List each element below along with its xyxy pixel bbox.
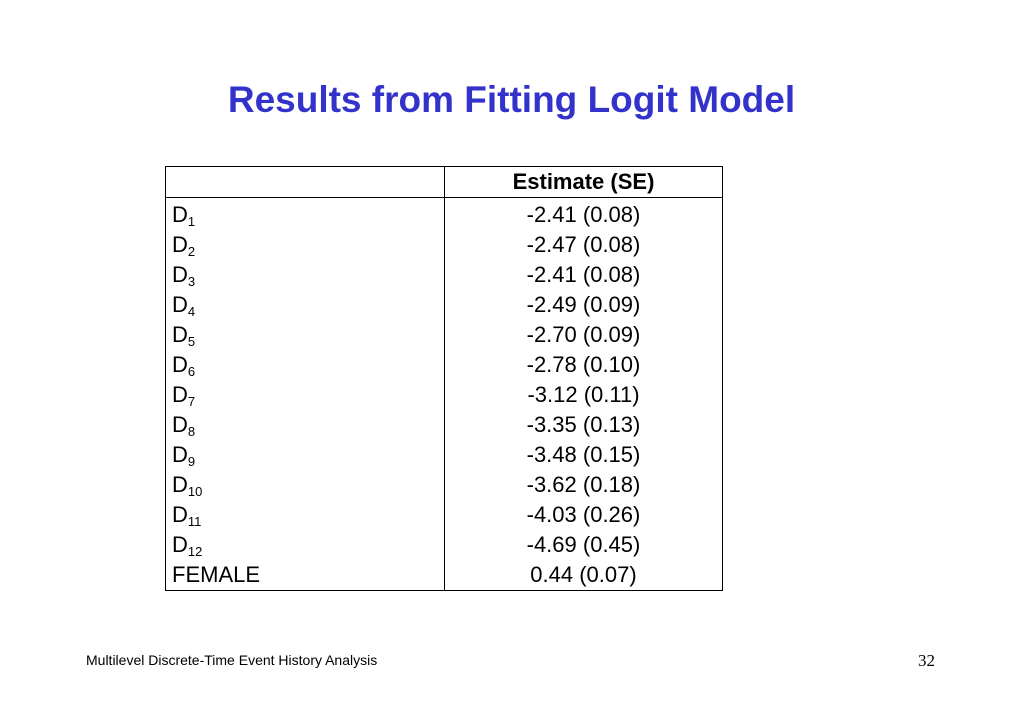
row-estimate: -3.48 (0.15) (444, 440, 723, 470)
table-row: D2 -2.47 (0.08) (165, 230, 723, 260)
header-estimate-cell: Estimate (SE) (444, 166, 723, 198)
row-estimate: 0.44 (0.07) (444, 560, 723, 591)
table-row: D3 -2.41 (0.08) (165, 260, 723, 290)
row-label: D11 (165, 500, 445, 530)
row-label: D3 (165, 260, 445, 290)
row-label: D9 (165, 440, 445, 470)
table-header-row: Estimate (SE) (165, 166, 723, 198)
row-label-text: D (172, 502, 188, 527)
row-estimate: -2.49 (0.09) (444, 290, 723, 320)
row-label: D7 (165, 380, 445, 410)
row-label: D1 (165, 197, 445, 230)
row-label-subscript: 6 (187, 364, 196, 379)
row-label-text: D (172, 292, 188, 317)
row-label-subscript: 11 (187, 514, 202, 529)
row-label: D8 (165, 410, 445, 440)
row-label-text: D (172, 382, 188, 407)
row-label-text: D (172, 322, 188, 347)
table-row: D12 -4.69 (0.45) (165, 530, 723, 560)
row-label-subscript: 9 (187, 454, 196, 469)
row-label: D2 (165, 230, 445, 260)
row-label-text: D (172, 442, 188, 467)
header-label-cell (165, 166, 445, 198)
row-label-subscript: 4 (187, 304, 196, 319)
table-row: D1 -2.41 (0.08) (165, 197, 723, 230)
row-estimate: -2.41 (0.08) (444, 260, 723, 290)
row-label-subscript: 2 (187, 244, 196, 259)
row-estimate: -2.47 (0.08) (444, 230, 723, 260)
row-label-subscript: 1 (187, 214, 196, 229)
table-row: D9 -3.48 (0.15) (165, 440, 723, 470)
row-label-subscript: 3 (187, 274, 196, 289)
row-estimate: -3.35 (0.13) (444, 410, 723, 440)
table-row: D4 -2.49 (0.09) (165, 290, 723, 320)
row-label-text: D (172, 472, 188, 497)
slide-title: Results from Fitting Logit Model (227, 79, 796, 120)
row-estimate: -3.12 (0.11) (444, 380, 723, 410)
row-label: D5 (165, 320, 445, 350)
row-estimate: -3.62 (0.18) (444, 470, 723, 500)
row-label: D10 (165, 470, 445, 500)
row-label-subscript: 7 (187, 394, 196, 409)
table-body: D1 -2.41 (0.08) D2 -2.47 (0.08) D3 -2.41… (165, 197, 723, 591)
row-label: D4 (165, 290, 445, 320)
row-label-text: D (172, 262, 188, 287)
row-label: D6 (165, 350, 445, 380)
row-label-subscript: 5 (187, 334, 196, 349)
row-estimate: -4.69 (0.45) (444, 530, 723, 560)
table-row: D10 -3.62 (0.18) (165, 470, 723, 500)
table-row: D7 -3.12 (0.11) (165, 380, 723, 410)
row-label-text: D (172, 412, 188, 437)
table-row: D6 -2.78 (0.10) (165, 350, 723, 380)
table-row: D8 -3.35 (0.13) (165, 410, 723, 440)
row-estimate: -2.41 (0.08) (444, 197, 723, 230)
row-label-text: D (172, 232, 188, 257)
row-label-text: FEMALE (172, 562, 261, 587)
table-row: D11 -4.03 (0.26) (165, 500, 723, 530)
row-estimate: -2.70 (0.09) (444, 320, 723, 350)
page-number: 32 (918, 651, 935, 670)
row-estimate: -4.03 (0.26) (444, 500, 723, 530)
table-row: FEMALE 0.44 (0.07) (165, 560, 723, 591)
results-table: Estimate (SE) D1 -2.41 (0.08) D2 -2.47 (… (165, 166, 723, 591)
row-label-text: D (172, 352, 188, 377)
footer-text: Multilevel Discrete-Time Event History A… (86, 652, 378, 668)
table-row: D5 -2.70 (0.09) (165, 320, 723, 350)
row-label-text: D (172, 202, 188, 227)
row-label-text: D (172, 532, 188, 557)
row-label: D12 (165, 530, 445, 560)
row-label: FEMALE (165, 560, 445, 591)
row-label-subscript: 8 (187, 424, 196, 439)
row-estimate: -2.78 (0.10) (444, 350, 723, 380)
row-label-subscript: 12 (187, 544, 203, 559)
row-label-subscript: 10 (187, 484, 203, 499)
